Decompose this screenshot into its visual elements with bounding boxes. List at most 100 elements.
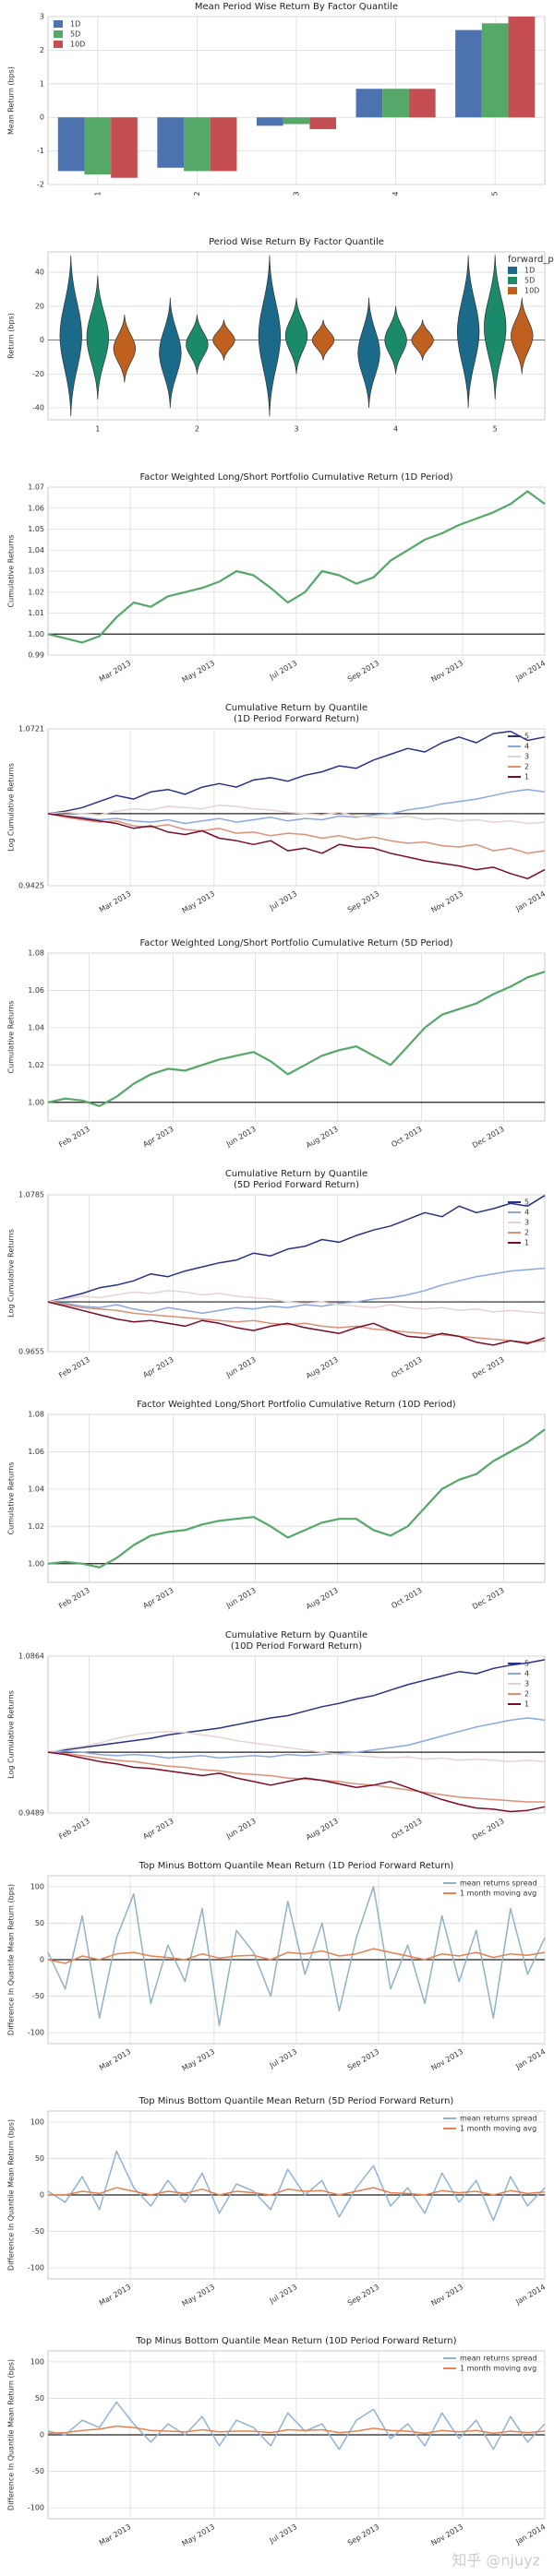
x-tick-label: Nov 2013 — [429, 2283, 464, 2308]
y-tick-label: 3 — [40, 13, 44, 21]
x-tick-label: Oct 2013 — [390, 1817, 423, 1841]
y-tick-label: 1.06 — [28, 504, 44, 512]
violin — [357, 297, 380, 409]
y-tick-label: 0.99 — [28, 651, 44, 660]
x-tick-label: Sep 2013 — [346, 2283, 380, 2308]
y-tick-label: 1.0785 — [18, 1191, 44, 1199]
y-axis-label: Return (bps) — [7, 313, 16, 359]
bar — [84, 117, 112, 175]
y-tick-label: 0 — [40, 1956, 44, 1964]
y-tick-label: -40 — [32, 404, 44, 412]
y-tick-label: 50 — [35, 1919, 44, 1927]
x-tick-label: 3 — [294, 425, 298, 434]
chart-title: Cumulative Return by Quantile — [225, 703, 367, 713]
chart-title: Mean Period Wise Return By Factor Quanti… — [195, 2, 398, 12]
x-tick-label: 1 — [95, 425, 100, 434]
x-tick-label: Jul 2013 — [268, 889, 299, 912]
chart-subtitle: (1D Period Forward Return) — [234, 714, 359, 724]
x-tick-label: Nov 2013 — [429, 2522, 464, 2547]
line-series — [47, 1267, 546, 1315]
y-tick-label: 1.06 — [28, 1448, 44, 1456]
violin — [311, 319, 335, 361]
x-tick-label: Oct 2013 — [390, 1125, 423, 1149]
x-tick-label: Aug 2013 — [305, 1125, 340, 1150]
y-tick-label: 1.04 — [28, 546, 44, 555]
bar — [408, 89, 436, 118]
legend-swatch — [54, 30, 63, 38]
legend-swatch — [508, 267, 517, 274]
x-tick-label: Dec 2013 — [471, 1586, 506, 1611]
x-tick-label: Jun 2013 — [224, 1355, 258, 1379]
x-tick-label: Mar 2013 — [98, 889, 132, 914]
x-tick-label: Apr 2013 — [141, 1586, 175, 1610]
x-tick-label: Feb 2013 — [57, 1125, 91, 1149]
y-axis-label: Difference In Quantile Mean Return (bps) — [7, 2359, 16, 2510]
violin — [411, 319, 434, 361]
line-series — [47, 1751, 546, 1813]
legend-label: 10D — [70, 41, 85, 49]
y-tick-label: 100 — [30, 1882, 44, 1890]
line-series — [47, 2425, 546, 2435]
legend-label: 3 — [524, 1219, 529, 1227]
y-tick-label: 1.07 — [28, 483, 44, 492]
x-tick-label: Jul 2013 — [268, 659, 299, 682]
line-series — [47, 1301, 546, 1346]
x-tick-label: Mar 2013 — [98, 2522, 132, 2547]
y-tick-label: 0.9655 — [18, 1348, 44, 1356]
legend-swatch — [54, 41, 63, 48]
bar — [481, 23, 509, 118]
x-tick-label: Jun 2013 — [224, 1586, 258, 1610]
line-series — [47, 1195, 546, 1303]
y-tick-label: -1 — [37, 147, 44, 155]
violin — [59, 255, 82, 417]
line-series — [47, 1751, 545, 1803]
violin — [284, 297, 308, 375]
y-axis-label: Difference In Quantile Mean Return (bps) — [7, 2119, 16, 2271]
x-tick-label: Feb 2013 — [57, 1817, 91, 1841]
y-tick-label: 50 — [35, 2154, 44, 2163]
y-tick-label: 1.02 — [28, 1522, 44, 1531]
line-series — [47, 788, 546, 825]
y-tick-label: -50 — [32, 2227, 44, 2236]
violin — [384, 305, 407, 375]
chart-title: Factor Weighted Long/Short Portfolio Cum… — [139, 938, 452, 948]
chart-panel: Mean Period Wise Return By Factor Quanti… — [7, 2, 546, 197]
y-tick-label: 0.9425 — [18, 882, 44, 890]
chart-panel: Cumulative Return by Quantile(1D Period … — [7, 703, 548, 915]
chart-title: Cumulative Return by Quantile — [225, 1630, 367, 1640]
line-series — [47, 813, 546, 854]
violin — [258, 255, 282, 417]
chart-title: Top Minus Bottom Quantile Mean Return (1… — [136, 2336, 457, 2346]
bar — [184, 117, 211, 172]
chart-subtitle: (10D Period Forward Return) — [231, 1641, 362, 1652]
y-axis-label: Log Cumulative Returns — [7, 1229, 16, 1318]
legend-swatch — [54, 20, 63, 28]
y-tick-label: 1.04 — [28, 1023, 44, 1032]
legend-label: 2 — [524, 1690, 529, 1699]
x-tick-label: Aug 2013 — [305, 1586, 340, 1611]
bar — [111, 117, 138, 178]
x-tick-label: May 2013 — [181, 2283, 217, 2308]
y-tick-label: -100 — [28, 2029, 44, 2037]
y-tick-label: 1.08 — [28, 1411, 44, 1419]
x-tick-label: 5 — [491, 191, 500, 196]
legend-swatch — [508, 277, 517, 284]
line-series — [47, 1301, 546, 1343]
y-tick-label: 0 — [40, 2431, 44, 2439]
line-series — [47, 1428, 546, 1568]
legend-label: 4 — [524, 743, 529, 751]
chart-subtitle: (5D Period Forward Return) — [234, 1180, 359, 1190]
chart-panel: Top Minus Bottom Quantile Mean Return (1… — [7, 2336, 548, 2548]
legend-label: 1 — [524, 773, 529, 781]
y-tick-label: 1.01 — [28, 609, 44, 617]
y-axis-label: Log Cumulative Returns — [7, 1690, 16, 1779]
legend-label: 3 — [524, 753, 529, 761]
x-tick-label: Jan 2014 — [513, 2047, 547, 2071]
x-tick-label: Nov 2013 — [429, 889, 464, 914]
y-tick-label: -50 — [32, 2467, 44, 2475]
y-tick-label: 0 — [40, 336, 44, 344]
y-axis-label: Cumulative Returns — [7, 1462, 16, 1535]
chart-panel: Period Wise Return By Factor Quantile -40… — [7, 237, 554, 434]
line-series — [47, 813, 546, 880]
y-tick-label: 1.00 — [28, 1559, 44, 1568]
